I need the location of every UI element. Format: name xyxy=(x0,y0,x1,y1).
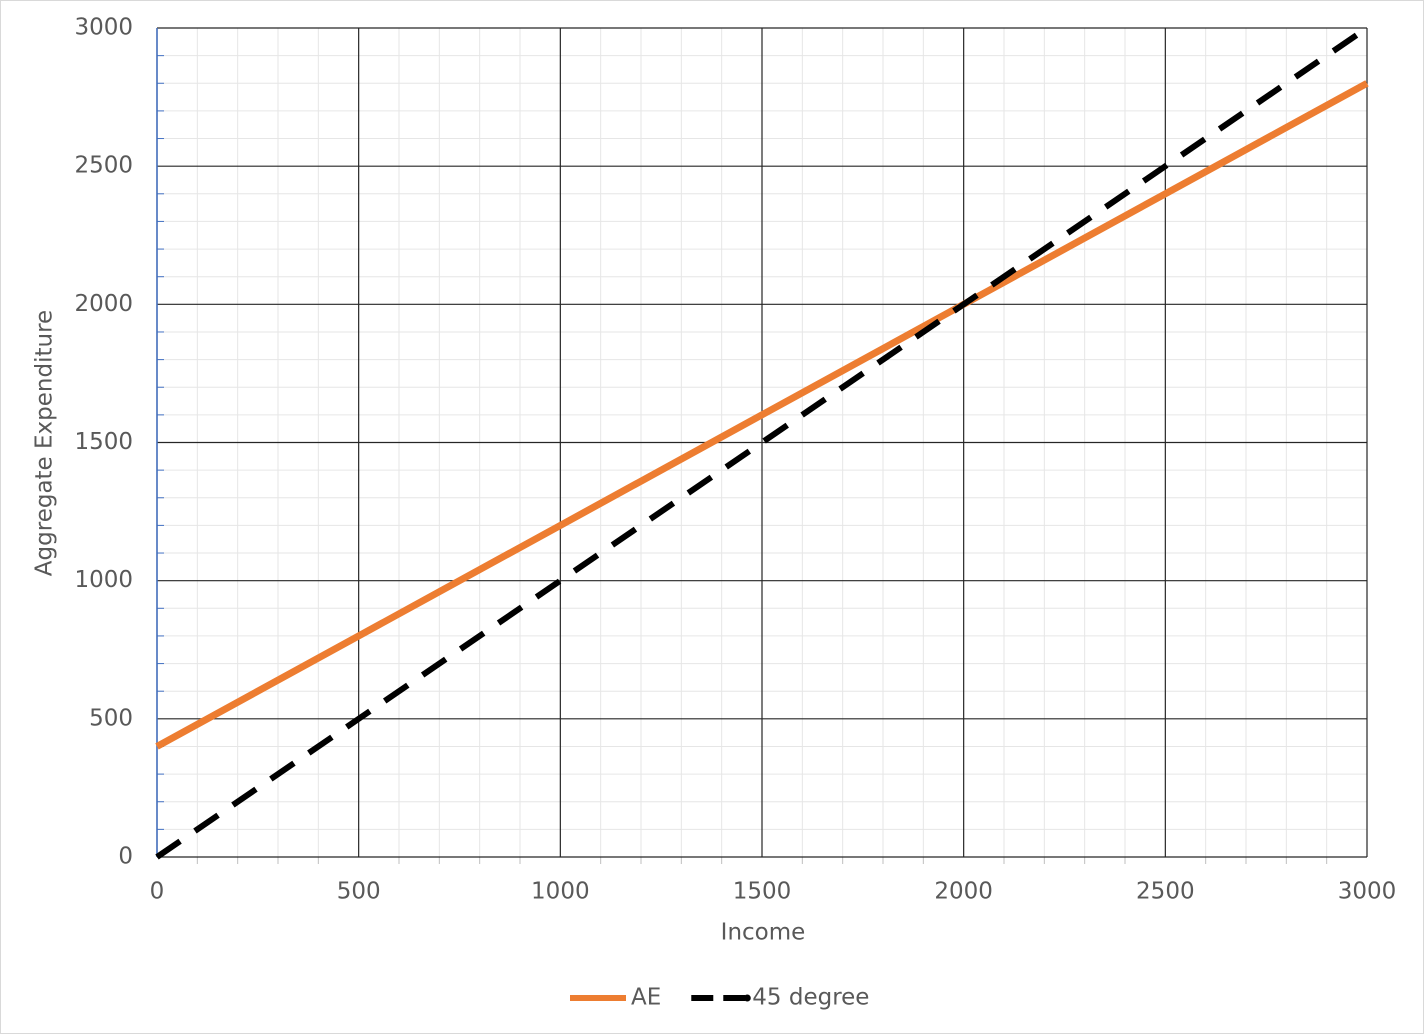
series-line xyxy=(155,25,1369,860)
y-tick-label: 500 xyxy=(89,705,133,731)
legend-label: AE xyxy=(631,985,661,1011)
x-tick-label: 1500 xyxy=(733,879,792,905)
y-axis-label: Aggregate Expenditure xyxy=(32,310,58,576)
y-tick-label: 0 xyxy=(118,844,133,870)
x-axis-label: Income xyxy=(721,920,806,946)
y-tick-label: 2500 xyxy=(74,153,133,179)
x-tick-label: 2000 xyxy=(934,879,993,905)
y-tick-label: 1000 xyxy=(74,567,133,593)
y-tick-label: 2000 xyxy=(74,291,133,317)
legend-label: 45 degree xyxy=(752,985,869,1011)
series-line xyxy=(155,80,1369,750)
x-tick-label: 1000 xyxy=(531,879,590,905)
x-tick-label: 500 xyxy=(337,879,381,905)
y-tick-label: 1500 xyxy=(74,429,133,455)
y-tick-label: 3000 xyxy=(74,15,133,41)
x-tick-label: 2500 xyxy=(1136,879,1195,905)
x-tick-label: 0 xyxy=(150,879,165,905)
x-tick-label: 3000 xyxy=(1338,879,1397,905)
legend-marker xyxy=(743,994,751,1002)
